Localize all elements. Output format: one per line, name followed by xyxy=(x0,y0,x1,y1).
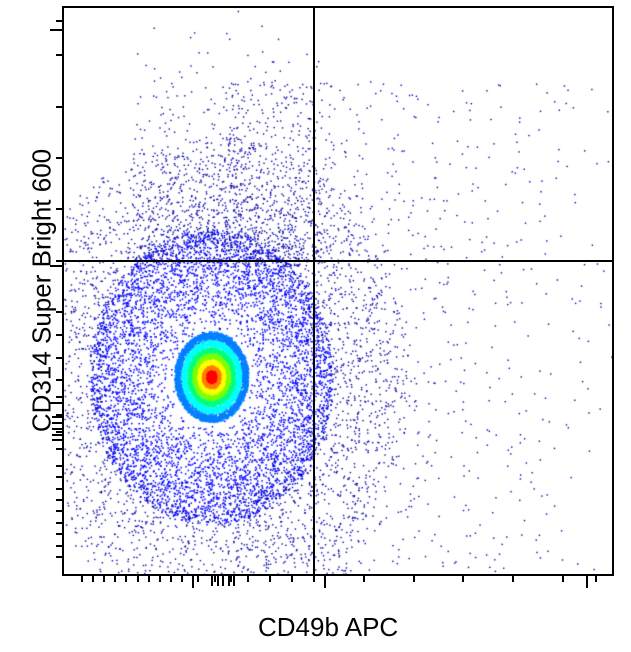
axis-tick xyxy=(81,576,83,582)
y-axis-label: CD314 Super Bright 600 xyxy=(27,121,58,461)
axis-tick xyxy=(92,576,94,582)
scatter-canvas xyxy=(62,6,614,576)
axis-tick xyxy=(56,556,62,558)
axis-tick xyxy=(56,54,62,56)
axis-tick xyxy=(148,576,150,582)
axis-tick xyxy=(595,576,597,582)
axis-tick xyxy=(56,465,62,467)
axis-tick xyxy=(222,576,224,586)
axis-tick xyxy=(313,576,315,582)
axis-tick xyxy=(269,576,271,582)
axis-tick xyxy=(197,576,199,582)
axis-tick xyxy=(586,576,588,588)
axis-tick xyxy=(159,576,161,582)
axis-tick xyxy=(512,576,514,582)
axis-tick xyxy=(114,576,116,582)
axis-tick xyxy=(103,576,105,582)
axis-tick xyxy=(462,576,464,582)
axis-tick xyxy=(228,576,230,586)
axis-tick xyxy=(230,576,232,582)
axis-tick xyxy=(217,576,219,586)
axis-tick xyxy=(214,576,216,582)
axis-tick xyxy=(56,499,62,501)
axis-tick xyxy=(56,106,62,108)
x-axis-label: CD49b APC xyxy=(258,612,398,643)
axis-tick xyxy=(56,488,62,490)
axis-tick xyxy=(50,29,62,31)
axis-tick xyxy=(192,576,194,588)
axis-tick xyxy=(181,576,183,582)
axis-tick xyxy=(125,576,127,582)
axis-tick xyxy=(170,576,172,582)
axis-tick xyxy=(291,576,293,582)
plot-area xyxy=(62,6,614,576)
axis-tick xyxy=(363,576,365,582)
axis-tick xyxy=(56,510,62,512)
axis-tick xyxy=(324,576,326,588)
axis-tick xyxy=(56,20,62,22)
axis-tick xyxy=(413,576,415,582)
axis-tick xyxy=(247,576,249,582)
axis-tick xyxy=(233,576,235,586)
axis-tick xyxy=(56,522,62,524)
axis-tick xyxy=(562,576,564,582)
axis-tick xyxy=(56,545,62,547)
axis-tick xyxy=(211,576,213,586)
axis-tick xyxy=(56,476,62,478)
axis-tick xyxy=(56,533,62,535)
axis-tick xyxy=(137,576,139,582)
flow-cytometry-figure: CD314 Super Bright 600 CD49b APC xyxy=(0,0,631,652)
